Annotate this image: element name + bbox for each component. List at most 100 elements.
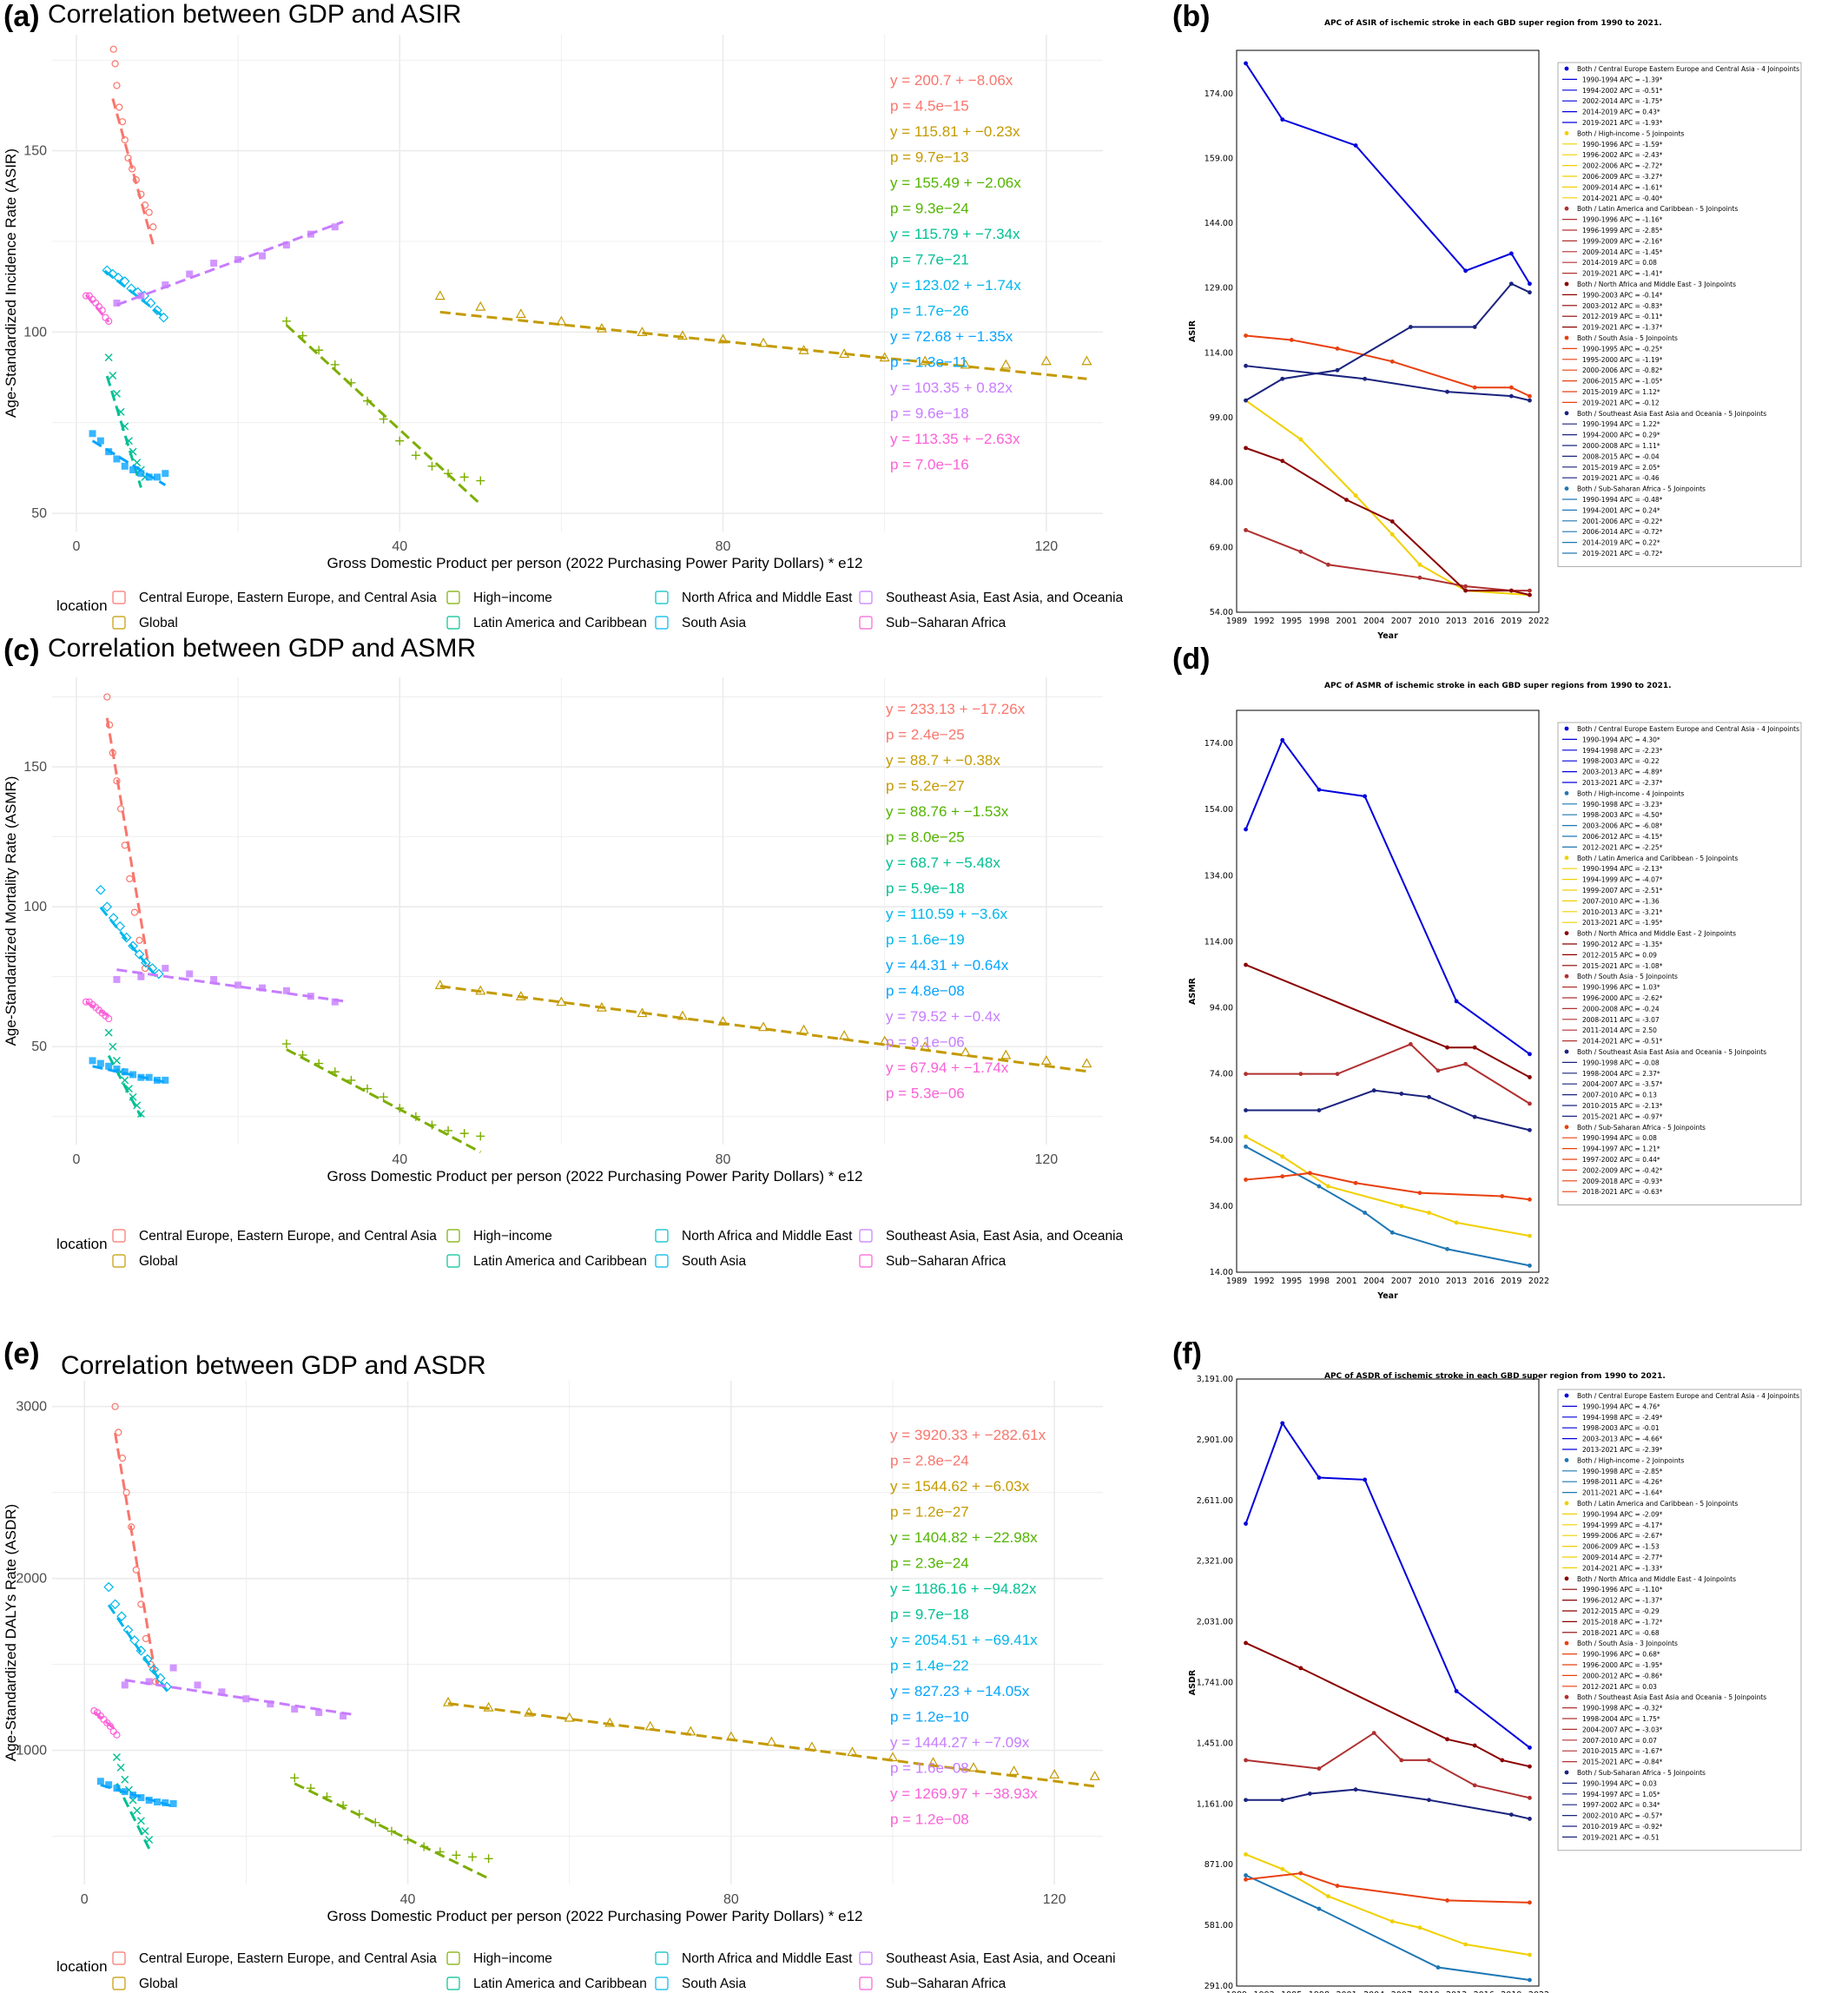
joinpoint-marker [1317, 1906, 1322, 1911]
y-tick-label: 154.00 [1204, 805, 1233, 815]
regression-equation: p = 5.2e−27 [886, 778, 965, 795]
regression-equation: p = 2.4e−25 [886, 727, 965, 743]
legend-item: 2002-2010 APC = -0.57* [1562, 1812, 1663, 1820]
legend-label: 2006-2014 APC = -0.72* [1582, 528, 1663, 536]
joinpoint-marker [1244, 1108, 1248, 1112]
legend-item: 1994-1999 APC = -4.17* [1562, 1521, 1663, 1529]
legend-item: 1994-1998 APC = -2.23* [1562, 747, 1663, 755]
chart-b: 1989 1992 1995 1998 2001 2004 2007 2010 2013 2016… [1188, 49, 1802, 641]
legend-key [112, 1229, 126, 1243]
plot-frame [1236, 1378, 1540, 1987]
joinpoint-marker [1528, 1101, 1532, 1106]
legend-marker [1564, 726, 1569, 731]
regression-equation: p = 5.3e−06 [886, 1086, 965, 1102]
data-point [109, 371, 117, 379]
joinpoint-marker [1454, 999, 1459, 1004]
legend-label: Both / Sub-Saharan Africa - 5 Joinpoints [1577, 1124, 1706, 1132]
x-tick-label: 40 [392, 1152, 407, 1167]
y-tick-label: 581.00 [1204, 1921, 1233, 1930]
legend-marker [1564, 411, 1569, 416]
legend-item: Both / Latin America and Caribbean - 5 J… [1564, 205, 1738, 213]
legend-marker [1564, 1770, 1569, 1775]
joinpoint-marker [1445, 1737, 1449, 1742]
data-point [145, 1073, 153, 1081]
legend-label: 1996-2000 APC = -2.62* [1582, 994, 1663, 1002]
legend-label: Both / South Asia - 5 Joinpoints [1577, 973, 1678, 980]
legend-label: 2006-2009 APC = -1.53 [1582, 1543, 1660, 1551]
legend-item: 1994-1998 APC = -2.49* [1562, 1414, 1663, 1422]
joinpoint-marker [1244, 528, 1248, 532]
panel-d-title: APC of ASMR of ischemic stroke in each G… [1324, 682, 1672, 690]
panel-f-label: (f) [1172, 1337, 1202, 1370]
legend-label: 2015-2018 APC = -1.72* [1582, 1618, 1663, 1626]
legend-label: 1998-2003 APC = -4.50* [1582, 811, 1663, 819]
legend-label: North Africa and Middle East [682, 1951, 853, 1966]
x-tick-label: 1989 [1226, 1990, 1247, 1993]
data-point [102, 265, 113, 276]
panel-b-title: APC of ASIR of ischemic stroke in each G… [1324, 19, 1662, 28]
y-tick-label: 291.00 [1204, 1982, 1233, 1991]
legend-item: Both / Sub-Saharan Africa - 5 Joinpoints [1564, 485, 1706, 493]
data-point [154, 968, 164, 980]
legend-item: 2008-2015 APC = -0.04 [1562, 452, 1660, 460]
y-tick-label: 54.00 [1210, 1136, 1233, 1145]
legend-item: 2015-2019 APC = 1.12* [1562, 388, 1660, 396]
joinpoint-marker [1335, 1072, 1340, 1077]
data-point [291, 1706, 299, 1713]
legend-item: 2012-2021 APC = -2.25* [1562, 843, 1663, 851]
joinpoint-marker [1244, 363, 1248, 368]
data-point [96, 1059, 104, 1067]
joinpoint-line [1245, 1853, 1530, 1957]
legend-item: South Asia [655, 616, 746, 630]
legend-item: 2006-2009 APC = -1.53 [1562, 1543, 1660, 1551]
regression-equation: p = 2.3e−24 [890, 1555, 969, 1572]
joinpoint-marker [1436, 1965, 1441, 1970]
joinpoint-line [1245, 964, 1530, 1079]
legend-label: 2015-2021 APC = -0.97* [1582, 1112, 1663, 1120]
legend-item: 2019-2021 APC = -1.41* [1562, 270, 1663, 278]
joinpoint-marker [1528, 1764, 1532, 1769]
data-point [105, 1014, 113, 1023]
data-point [717, 1016, 729, 1026]
joinpoint-marker [1528, 290, 1532, 295]
joinpoint-marker [1528, 398, 1532, 403]
legend-label: 2019-2021 APC = -0.46 [1582, 474, 1660, 482]
data-point [105, 1781, 113, 1789]
joinpoint-marker [1244, 1521, 1248, 1526]
data-point [1000, 1049, 1012, 1059]
joinpoint-marker [1445, 1246, 1449, 1251]
y-tick-label: 2,901.00 [1197, 1435, 1233, 1445]
joinpoint-marker [1244, 1640, 1248, 1646]
data-point [758, 1021, 769, 1032]
regression-equation: y = 115.81 + −0.23x [890, 123, 1020, 140]
joinpoint-marker [1280, 1421, 1285, 1426]
y-tick-label: 50 [31, 506, 47, 521]
data-point [107, 268, 118, 280]
legend-item: Both / High-income - 4 Joinpoints [1564, 789, 1685, 797]
regression-equation: y = 88.7 + −0.38x [886, 752, 1000, 769]
data-point [109, 1599, 121, 1610]
y-tick-label: 1,741.00 [1197, 1679, 1233, 1688]
legend-label: Both / Sub-Saharan Africa - 5 Joinpoints [1577, 1769, 1706, 1777]
legend-label: Latin America and Caribbean [473, 1977, 647, 1991]
joinpoint-line [1245, 365, 1530, 402]
legend-label: 2000-2008 APC = 1.11* [1582, 442, 1660, 450]
legend-item: 2003-2012 APC = -0.83* [1562, 302, 1663, 310]
legend-label: 1994-1998 APC = -2.49* [1582, 1414, 1663, 1422]
legend-item: 2019-2021 APC = -1.93* [1562, 119, 1663, 127]
regression-equation: y = 115.79 + −7.34x [890, 226, 1020, 242]
data-point [468, 1852, 477, 1862]
data-point [113, 299, 121, 307]
legend-marker [1564, 66, 1569, 71]
data-point [89, 1057, 96, 1065]
chart-f: 1989 1992 1995 1998 2001 2004 2007 2010 2013 2016… [1188, 1375, 1802, 1993]
legend-label: 2004-2007 APC = -3.03* [1582, 1726, 1663, 1733]
joinpoint-marker [1244, 1851, 1248, 1857]
x-tick-label: 80 [723, 1892, 739, 1907]
legend-label: Global [139, 616, 178, 630]
regression-equation: y = 3920.33 + −282.61x [890, 1427, 1046, 1443]
legend-item: Latin America and Caribbean [446, 616, 647, 630]
legend-item: 2012-2015 APC = 0.09 [1562, 951, 1657, 959]
legend-label: 1994-1997 APC = 1.21* [1582, 1145, 1660, 1153]
joinpoint-line [1245, 1043, 1530, 1105]
